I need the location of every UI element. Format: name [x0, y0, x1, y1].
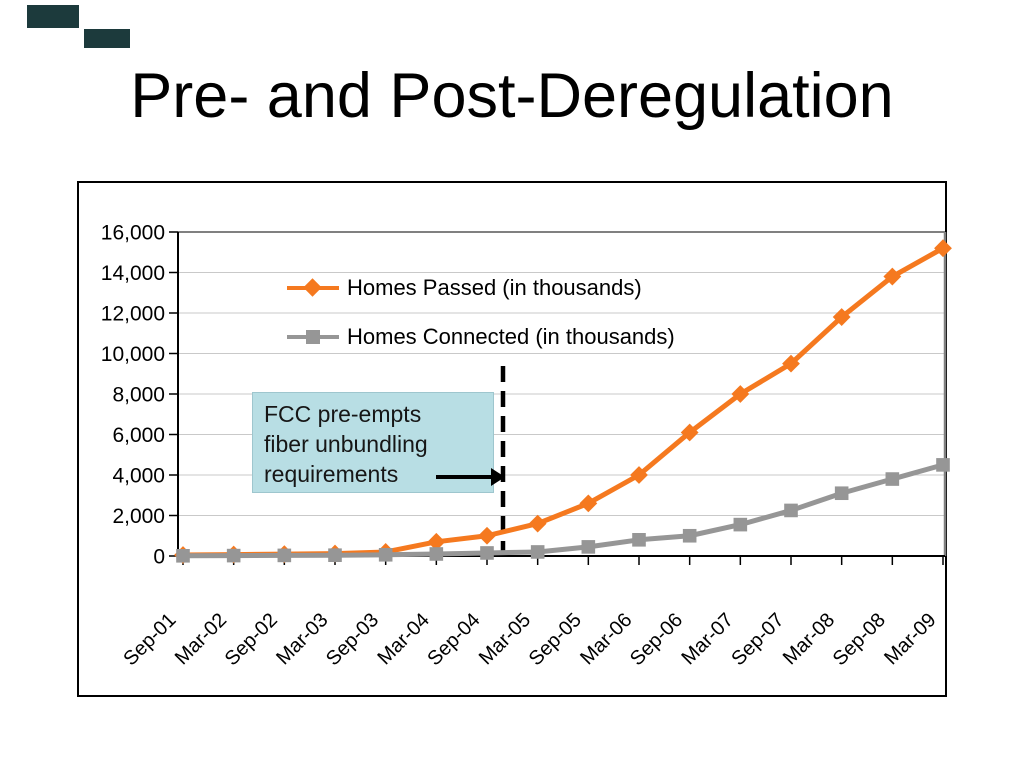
y-tick-label: 14,000: [101, 262, 165, 285]
data-point-square: [581, 540, 596, 554]
y-tick-label: 16,000: [101, 222, 165, 245]
x-tick-label: Sep-02: [221, 609, 282, 670]
x-tick-label: Sep-03: [322, 609, 383, 670]
x-tick-label: Mar-03: [272, 609, 332, 669]
annotation-line-1: FCC pre-empts: [264, 401, 422, 427]
y-tick-label: 10,000: [101, 343, 165, 366]
y-tick-label: 8,000: [112, 384, 165, 407]
data-point-square: [226, 548, 241, 563]
annotation-arrowhead-icon: [491, 468, 505, 486]
data-point-diamond: [478, 526, 496, 545]
x-tick-label: Mar-08: [779, 609, 839, 669]
legend-symbol-homes-passed: [287, 278, 339, 298]
x-tick-label: Mar-09: [880, 609, 940, 669]
legend-item-homes-passed: Homes Passed (in thousands): [287, 275, 642, 300]
data-point-diamond: [934, 239, 952, 258]
x-tick-label: Sep-07: [727, 609, 788, 670]
data-point-diamond: [832, 308, 851, 326]
x-tick-label: Mar-04: [374, 609, 434, 669]
x-tick-label: Sep-06: [626, 609, 687, 670]
annotation-line-2: fiber unbundling: [264, 431, 428, 457]
x-tick-label: Mar-07: [678, 609, 738, 669]
legend-label-homes-connected: Homes Connected (in thousands): [347, 324, 675, 349]
data-point-square: [277, 548, 292, 563]
series-line-1: [182, 462, 944, 559]
y-tick-label: 0: [153, 546, 165, 569]
diamond-marker-icon: [303, 278, 322, 297]
y-tick-label: 12,000: [101, 303, 165, 326]
slide-title: Pre- and Post-Deregulation: [130, 61, 894, 131]
legend-item-homes-connected: Homes Connected (in thousands): [287, 324, 675, 349]
annotation-line-3: requirements: [264, 461, 399, 487]
data-point-square: [834, 486, 849, 501]
x-tick-label: Sep-08: [829, 609, 890, 670]
x-tick-label: Sep-05: [525, 609, 586, 670]
y-tick-label: 2,000: [112, 505, 165, 528]
data-point-square: [480, 546, 494, 560]
x-tick-label: Mar-06: [576, 609, 636, 669]
data-point-diamond: [579, 494, 598, 513]
square-marker-icon: [306, 330, 320, 344]
slide-corner-mark-1: [27, 5, 79, 28]
data-point-square: [176, 548, 190, 563]
data-point-square: [784, 503, 798, 518]
x-tick-label: Sep-01: [119, 609, 180, 670]
x-tick-label: Mar-02: [171, 609, 231, 669]
slide-corner-mark-2: [84, 29, 130, 48]
x-tick-label: Mar-05: [475, 609, 535, 669]
data-point-square: [530, 545, 545, 559]
data-point-square: [328, 548, 342, 562]
annotation-arrow-line: [436, 475, 493, 479]
data-point-square: [733, 517, 748, 532]
data-point-square: [429, 547, 444, 561]
y-tick-label: 6,000: [112, 424, 165, 447]
data-point-square: [378, 547, 393, 562]
y-tick-label: 4,000: [112, 465, 165, 488]
data-point-square: [682, 528, 697, 543]
legend-symbol-homes-connected: [287, 327, 339, 347]
data-point-square: [936, 458, 950, 472]
data-point-square: [885, 472, 900, 486]
data-point-diamond: [528, 514, 547, 533]
x-tick-label: Sep-04: [423, 609, 484, 670]
legend-label-homes-passed: Homes Passed (in thousands): [347, 275, 642, 300]
data-point-square: [632, 533, 646, 547]
